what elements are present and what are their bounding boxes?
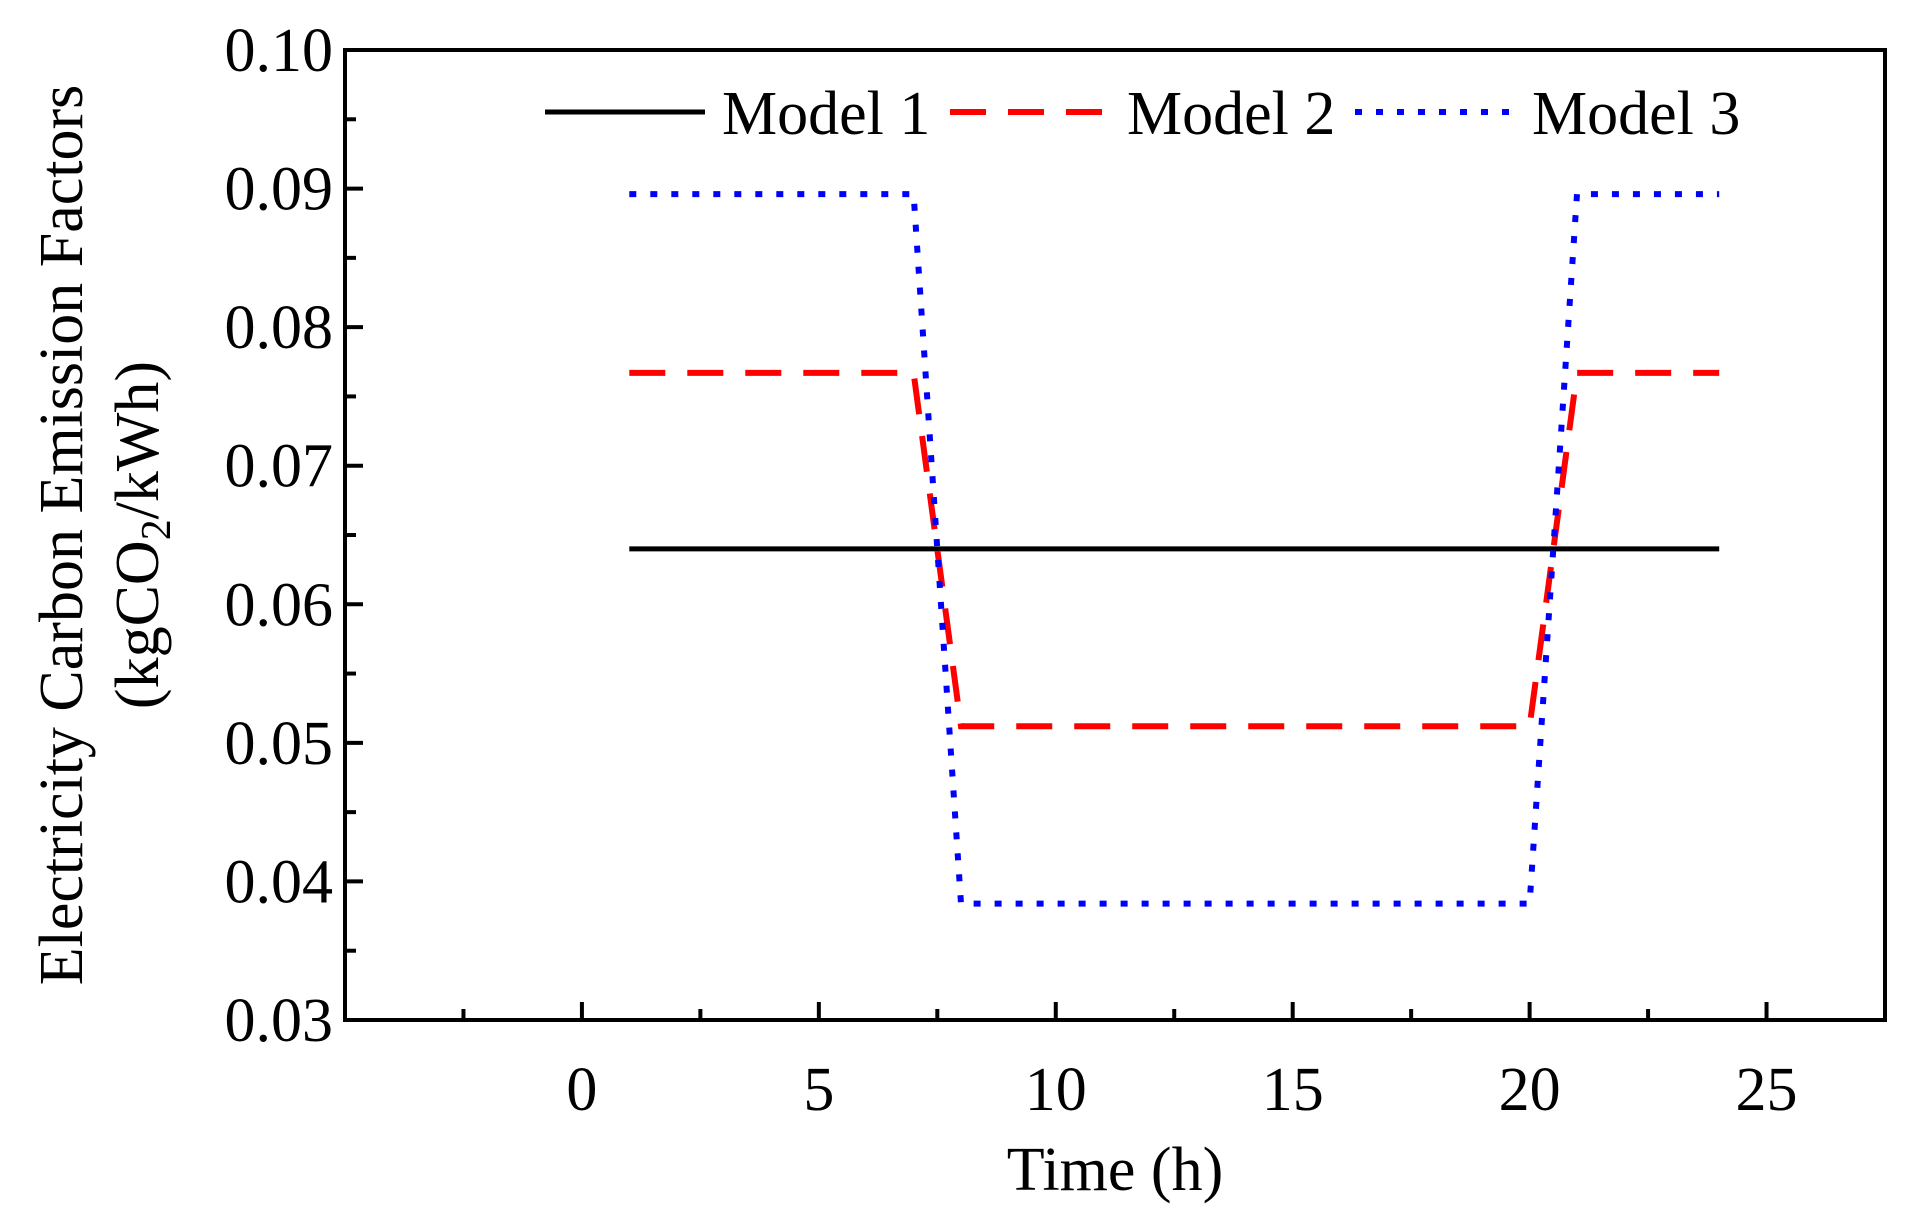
series-layer bbox=[629, 191, 1720, 907]
x-axis-title: Time (h) bbox=[1007, 1136, 1223, 1204]
y-tick-label: 0.05 bbox=[225, 710, 334, 778]
x-tick-label: 10 bbox=[1025, 1056, 1087, 1124]
x-tick-label: 0 bbox=[566, 1056, 597, 1124]
legend-label-3: Model 3 bbox=[1532, 80, 1740, 148]
y-axis-ticks: 0.03 0.04 0.05 0.06 0.07 0.08 0.09 0.10 bbox=[225, 17, 363, 1055]
x-tick-label: 15 bbox=[1262, 1056, 1324, 1124]
y-axis-title-unit-suffix: /kWh) bbox=[104, 361, 172, 519]
x-tick-label: 20 bbox=[1499, 1056, 1561, 1124]
y-tick-label: 0.08 bbox=[225, 294, 334, 362]
y-tick-label: 0.03 bbox=[225, 987, 334, 1055]
y-axis-title-line1: Electricity Carbon Emission Factors bbox=[28, 85, 96, 986]
y-tick-label: 0.06 bbox=[225, 571, 334, 639]
x-axis-ticks: 0 5 10 15 20 25 bbox=[461, 1002, 1887, 1124]
y-axis-title-unit-prefix: (kgCO bbox=[104, 540, 172, 709]
legend: Model 1 Model 2 Model 3 bbox=[545, 80, 1740, 148]
x-tick-label: 25 bbox=[1736, 1056, 1798, 1124]
legend-label-2: Model 2 bbox=[1127, 80, 1335, 148]
legend-label-1: Model 1 bbox=[722, 80, 930, 148]
y-tick-label: 0.10 bbox=[225, 17, 334, 85]
y-tick-label: 0.07 bbox=[225, 433, 334, 501]
series-line-3 bbox=[629, 191, 1720, 907]
y-axis-title-unit-subscript: 2 bbox=[134, 519, 180, 540]
y-tick-label: 0.09 bbox=[225, 156, 334, 224]
series-line-2 bbox=[629, 369, 1720, 730]
y-tick-label: 0.04 bbox=[225, 848, 334, 916]
y-axis-title-line2: (kgCO2/kWh) bbox=[104, 361, 180, 709]
x-tick-label: 5 bbox=[803, 1056, 834, 1124]
